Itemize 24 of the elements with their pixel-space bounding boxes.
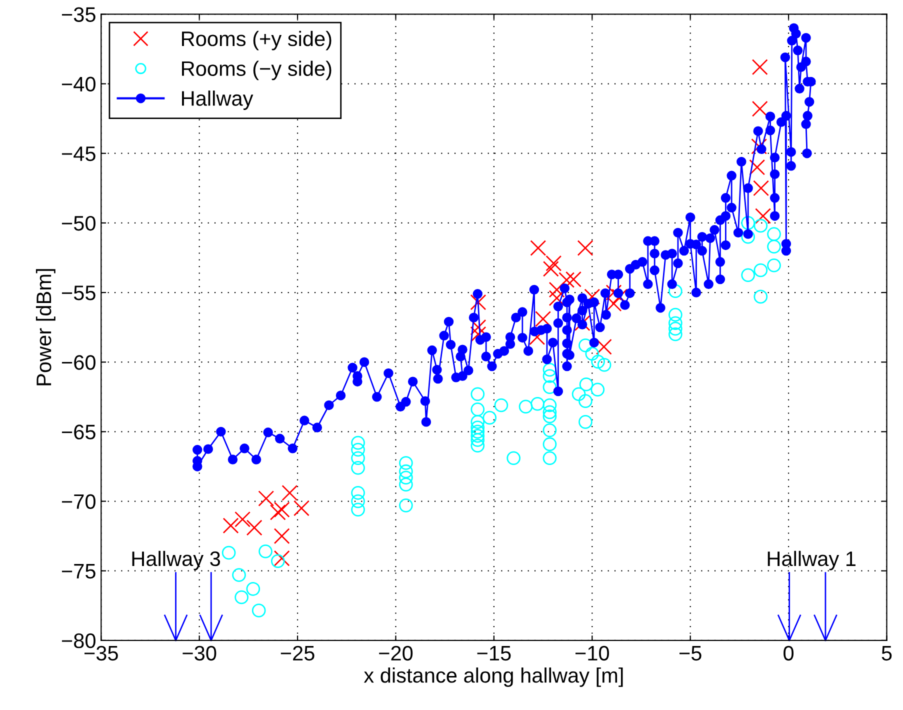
x-tick-label: −25 (280, 646, 314, 661)
legend-label: Rooms (−y side) (182, 60, 332, 80)
x-tick-label: 0 (784, 646, 794, 661)
annotation: Hallway 1 (768, 550, 856, 570)
annotation: Hallway 3 (132, 550, 220, 570)
legend-label: Rooms (+y side) (182, 30, 332, 50)
y-tick-label: −70 (62, 494, 96, 510)
y-tick-label: −45 (62, 146, 96, 162)
x-tick-label: −30 (182, 646, 216, 661)
y-tick-label: −50 (62, 216, 96, 231)
y-tick-label: −75 (62, 564, 96, 579)
y-tick-label: −60 (62, 355, 96, 370)
y-tick-label: −65 (62, 424, 96, 440)
y-axis-title: Power [dBm] (36, 269, 56, 386)
x-tick-label: −5 (679, 646, 702, 661)
x-tick-label: −15 (477, 646, 511, 661)
y-tick-label: −55 (62, 286, 96, 300)
legend-label: Hallway (182, 90, 254, 110)
x-tick-label: −20 (379, 646, 413, 661)
x-tick-label: −10 (576, 646, 609, 661)
y-tick-label: −35 (62, 7, 96, 22)
x-tick-label: 5 (882, 646, 892, 661)
x-axis-title: x distance along hallway [m] (364, 667, 623, 687)
y-tick-label: −40 (62, 76, 96, 92)
